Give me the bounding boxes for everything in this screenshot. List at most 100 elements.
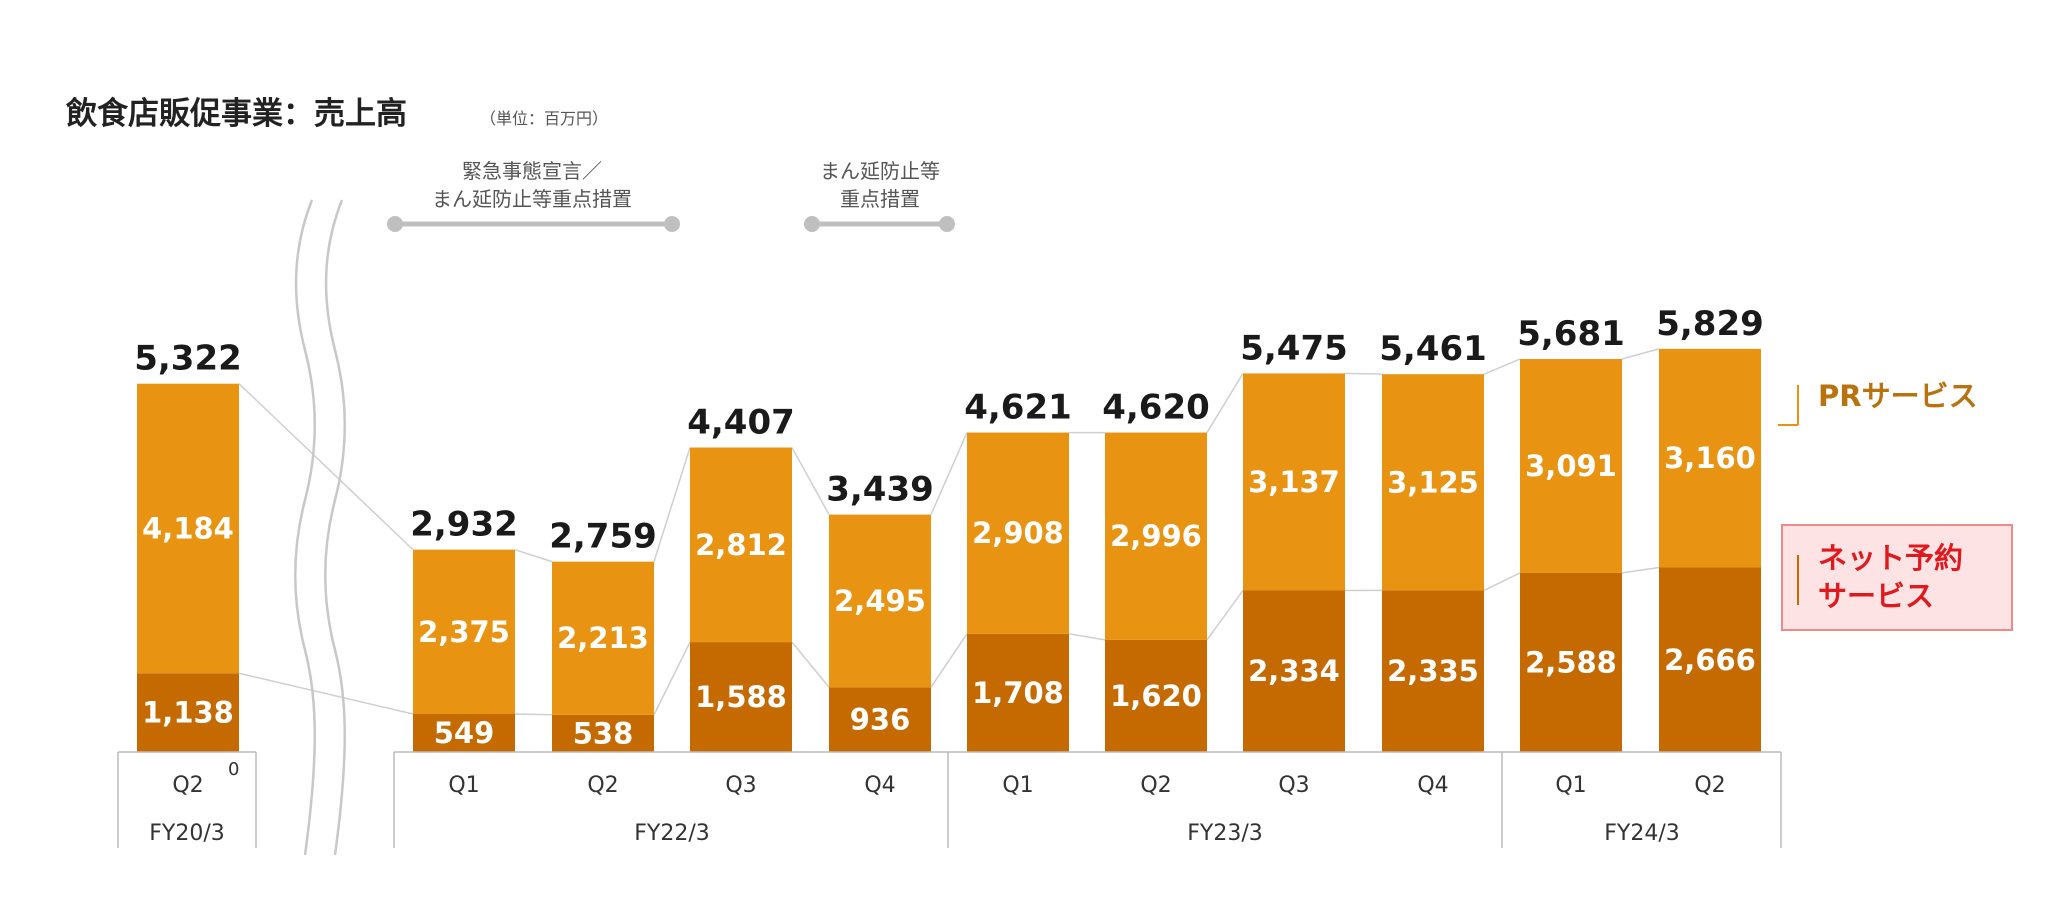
total-value-label: 4,620 xyxy=(1102,388,1210,428)
connector-total xyxy=(1483,358,1521,375)
net-value-label: 2,666 xyxy=(1664,643,1756,677)
net-value-label: 936 xyxy=(850,703,911,737)
quarter-label: Q2 xyxy=(587,773,618,798)
annotation-emergency-start-dot xyxy=(387,216,403,232)
x-axis: 0 Q2 Q1 Q2 Q3 Q4 Q1 Q2 Q3 Q4 Q1 Q2 FY20/3 FY22/3 FY23/… xyxy=(117,751,1782,848)
bar-net-segment xyxy=(137,673,239,752)
pr-value-label: 2,908 xyxy=(972,516,1064,550)
bar-net-segment xyxy=(1520,572,1622,752)
legend: PRサービス ネット予約 サービス xyxy=(1778,379,2013,631)
bar-pr-segment xyxy=(1243,373,1345,591)
bar-net-segment xyxy=(413,714,515,752)
net-value-label: 1,620 xyxy=(1110,679,1202,713)
quarter-label: Q2 xyxy=(1694,773,1725,798)
connector-net xyxy=(514,713,553,716)
pr-value-label: 2,375 xyxy=(418,615,510,649)
connector-total xyxy=(1621,348,1660,360)
fiscal-year-label: FY24/3 xyxy=(1604,821,1680,846)
connector-net xyxy=(1068,633,1106,641)
bar-pr-segment xyxy=(967,432,1069,634)
total-value-label: 5,681 xyxy=(1517,314,1625,354)
total-value-label: 3,439 xyxy=(826,470,934,510)
bar-group: 1,138 4,184 5,322 549 2,375 2,932 538 2,213 2,75… xyxy=(134,304,1764,752)
axis-break-wave-left xyxy=(294,199,316,856)
connector-net xyxy=(1206,590,1244,641)
connector-total xyxy=(514,548,553,563)
bar-net-segment xyxy=(1105,639,1207,752)
legend-net-label-line2: サービス xyxy=(1818,579,1934,613)
bar-pr-segment xyxy=(1659,348,1761,568)
connector-total xyxy=(791,447,830,515)
fiscal-year-label: FY23/3 xyxy=(1187,821,1263,846)
total-value-label: 5,461 xyxy=(1379,329,1487,369)
fiscal-year-label: FY20/3 xyxy=(149,821,225,846)
bar-pr-segment xyxy=(413,549,515,715)
pr-value-label: 2,213 xyxy=(557,621,649,655)
chart-title: 飲食店販促事業：売上高 xyxy=(66,96,407,132)
bar-pr-segment xyxy=(690,447,792,643)
pr-value-label: 3,125 xyxy=(1387,465,1479,499)
legend-pr-label: PRサービス xyxy=(1818,379,1978,413)
annotation-emergency-end-dot xyxy=(664,216,680,232)
pr-value-label: 2,812 xyxy=(695,528,787,562)
bar-pr-segment xyxy=(1105,432,1207,640)
bar-net-segment xyxy=(690,642,792,752)
legend-net-label-line1: ネット予約 xyxy=(1818,541,1963,575)
annotation-semi-emergency-end-dot xyxy=(939,216,955,232)
axis-break xyxy=(294,199,346,856)
annotation-semi-emergency-line1: まん延防止等 xyxy=(820,159,940,183)
connector-net xyxy=(653,641,691,716)
net-value-label: 538 xyxy=(573,716,634,750)
connector-total xyxy=(930,432,968,515)
bar-net-segment xyxy=(829,687,931,752)
quarter-label: Q2 xyxy=(1140,773,1171,798)
bar-pr-segment xyxy=(137,383,239,674)
axis-break-wave-right xyxy=(324,199,346,856)
total-value-label: 2,759 xyxy=(549,517,657,557)
pr-value-label: 2,996 xyxy=(1110,519,1202,553)
net-value-label: 1,588 xyxy=(695,680,787,714)
zero-value-label: 0 xyxy=(228,759,239,780)
connector-total xyxy=(1344,372,1383,375)
bar-net-segment xyxy=(552,714,654,752)
quarter-label: Q4 xyxy=(864,773,895,798)
net-value-label: 549 xyxy=(434,716,495,750)
pr-value-label: 2,495 xyxy=(834,584,926,618)
bar-net-segment xyxy=(1382,590,1484,752)
net-value-label: 2,588 xyxy=(1525,645,1617,679)
connector-lines xyxy=(238,348,1660,716)
net-value-label: 2,334 xyxy=(1248,654,1340,688)
fiscal-year-label: FY22/3 xyxy=(634,821,710,846)
pr-value-label: 3,137 xyxy=(1248,465,1340,499)
quarter-label: Q1 xyxy=(1555,773,1586,798)
bar-net-segment xyxy=(1659,567,1761,752)
net-value-label: 1,138 xyxy=(142,696,234,730)
bar-net-segment xyxy=(1243,590,1345,752)
annotation-semi-emergency: まん延防止等 重点措置 xyxy=(804,159,955,232)
connector-total xyxy=(238,383,414,551)
legend-net-box xyxy=(1781,524,2013,631)
connector-total xyxy=(653,447,691,562)
connector-net xyxy=(1483,572,1521,592)
quarter-label: Q3 xyxy=(725,773,756,798)
quarter-label: Q1 xyxy=(448,773,479,798)
total-value-label: 5,475 xyxy=(1240,328,1348,368)
quarter-label: Q2 xyxy=(172,773,203,798)
total-value-label: 2,932 xyxy=(410,505,518,545)
chart-unit: （単位：百万円） xyxy=(480,109,608,128)
quarter-label: Q1 xyxy=(1002,773,1033,798)
annotation-emergency-line1: 緊急事態宣言／ xyxy=(462,159,602,183)
bar-pr-segment xyxy=(829,514,931,688)
connector-net xyxy=(1621,566,1660,574)
total-value-label: 4,407 xyxy=(687,403,795,443)
pr-value-label: 3,160 xyxy=(1664,441,1756,475)
annotation-emergency: 緊急事態宣言／ まん延防止等重点措置 xyxy=(387,159,680,232)
net-value-label: 1,708 xyxy=(972,676,1064,710)
net-value-label: 2,335 xyxy=(1387,654,1479,688)
annotation-semi-emergency-line2: 重点措置 xyxy=(840,187,920,211)
bar-pr-segment xyxy=(552,561,654,715)
bar-pr-segment xyxy=(1382,374,1484,591)
total-value-label: 5,829 xyxy=(1656,304,1764,344)
bar-pr-segment xyxy=(1520,359,1622,573)
